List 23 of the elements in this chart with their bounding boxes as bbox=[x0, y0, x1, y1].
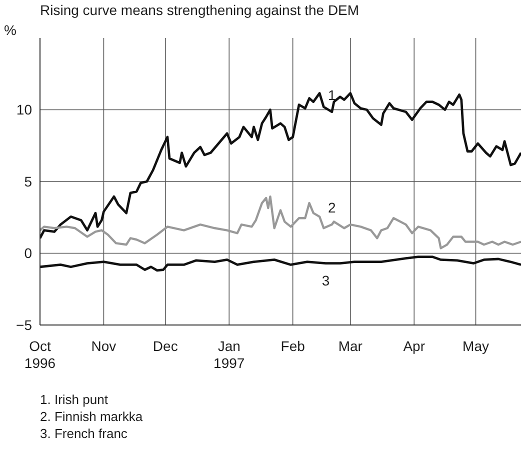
text: 2. Finnish markka bbox=[40, 408, 143, 425]
line-series bbox=[40, 256, 521, 272]
line-series bbox=[40, 92, 521, 240]
y-tick-label: −5 bbox=[16, 316, 32, 333]
y-axis-title: % bbox=[4, 22, 16, 38]
series-label: 2 bbox=[328, 200, 336, 216]
x-tick-label: Feb bbox=[280, 338, 306, 354]
series-label: 3 bbox=[322, 272, 330, 288]
x-tick-label: Nov bbox=[91, 338, 116, 354]
x-tick-label: May bbox=[462, 338, 490, 354]
series-label: 1 bbox=[328, 86, 336, 103]
text: 3. French franc bbox=[40, 425, 128, 442]
x-tick-label: Apr bbox=[403, 338, 426, 354]
x-tick-label: Jan 1997 bbox=[214, 338, 245, 371]
y-tick-label: 10 bbox=[16, 102, 32, 118]
x-tick-label: Oct 1996 bbox=[24, 338, 56, 371]
y-tick-label: 0 bbox=[24, 245, 32, 262]
y-tick-label: 5 bbox=[24, 173, 32, 190]
line-series bbox=[40, 195, 521, 250]
x-tick-label: Dec bbox=[152, 338, 178, 354]
chart-title: Rising curve means strengthening against the DEM bbox=[40, 2, 360, 18]
text: 1. Irish punt bbox=[40, 391, 109, 408]
x-tick-label: Mar bbox=[338, 338, 363, 354]
